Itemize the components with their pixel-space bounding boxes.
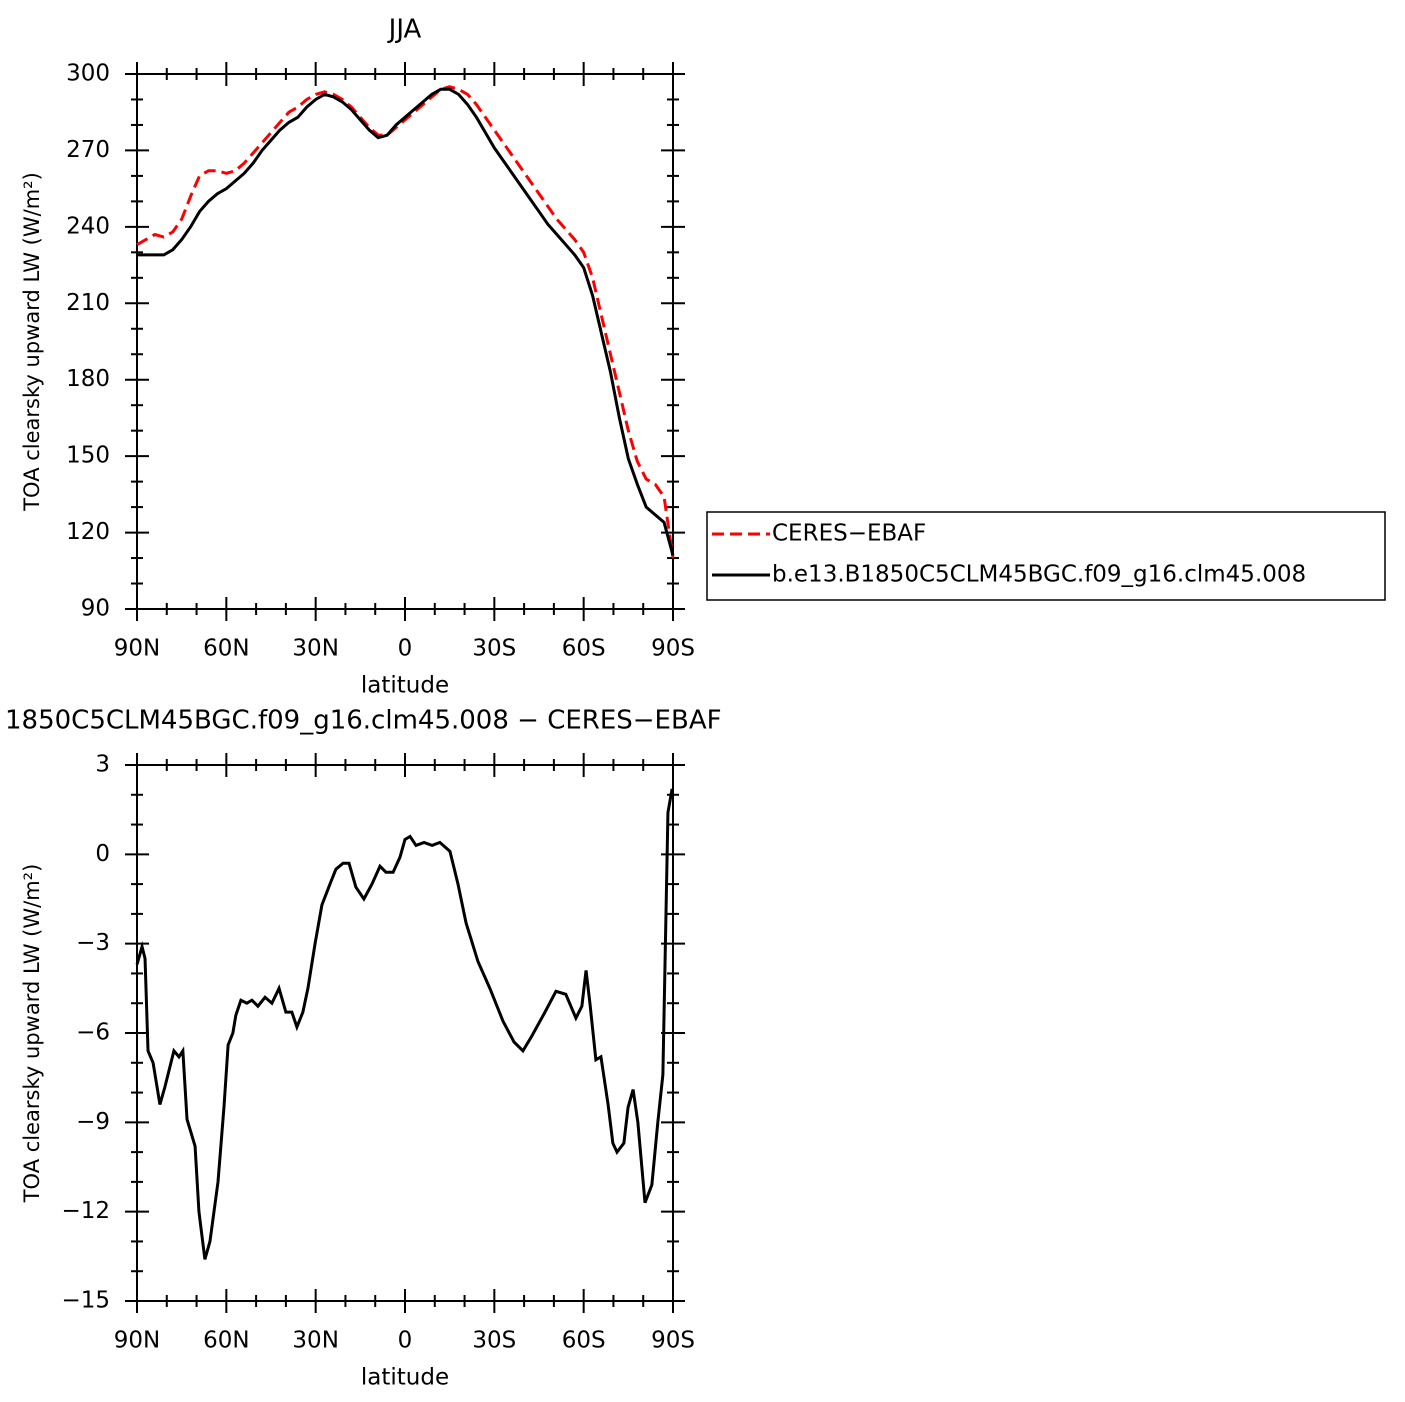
x-tick-label: 30N bbox=[292, 1328, 338, 1354]
y-tick-label: −12 bbox=[61, 1198, 110, 1224]
x-axis-label: latitude bbox=[361, 1365, 449, 1391]
y-tick-label: 270 bbox=[66, 137, 110, 163]
x-tick-label: 30S bbox=[472, 636, 516, 662]
legend-box bbox=[706, 511, 1386, 601]
legend-label: b.e13.B1850C5CLM45BGC.f09_g16.clm45.008 bbox=[772, 562, 1306, 588]
y-tick-label: −15 bbox=[61, 1288, 110, 1314]
y-tick-label: −9 bbox=[76, 1109, 110, 1135]
x-tick-label: 0 bbox=[398, 1328, 413, 1354]
x-tick-label: 60N bbox=[203, 636, 249, 662]
x-tick-label: 60S bbox=[562, 636, 606, 662]
data-line bbox=[135, 788, 674, 1260]
x-tick-label: 90N bbox=[114, 1328, 160, 1354]
x-tick-label: 90N bbox=[114, 636, 160, 662]
x-tick-label: 0 bbox=[398, 636, 413, 662]
y-tick-label: 120 bbox=[66, 519, 110, 545]
y-tick-label: 90 bbox=[81, 596, 110, 622]
legend-label: CERES−EBAF bbox=[772, 521, 926, 547]
y-axis-label: TOA clearsky upward LW (W/m²) bbox=[20, 172, 44, 512]
x-tick-label: 30S bbox=[472, 1328, 516, 1354]
x-tick-label: 60N bbox=[203, 1328, 249, 1354]
x-tick-label: 90S bbox=[651, 636, 695, 662]
y-tick-label: −3 bbox=[76, 930, 110, 956]
data-line bbox=[137, 87, 675, 556]
y-tick-label: −6 bbox=[76, 1020, 110, 1046]
y-tick-label: 150 bbox=[66, 443, 110, 469]
plot-frame bbox=[136, 73, 674, 610]
y-tick-label: 240 bbox=[66, 213, 110, 239]
x-tick-label: 30N bbox=[292, 636, 338, 662]
y-axis-label: TOA clearsky upward LW (W/m²) bbox=[20, 864, 44, 1204]
x-axis-label: latitude bbox=[361, 673, 449, 699]
y-tick-label: 0 bbox=[95, 841, 110, 867]
y-tick-label: 180 bbox=[66, 366, 110, 392]
y-tick-label: 210 bbox=[66, 290, 110, 316]
x-tick-label: 90S bbox=[651, 1328, 695, 1354]
chart-title: JJA bbox=[387, 15, 422, 45]
x-tick-label: 60S bbox=[562, 1328, 606, 1354]
y-tick-label: 300 bbox=[66, 61, 110, 87]
data-line bbox=[136, 85, 675, 559]
chart-title: 1850C5CLM45BGC.f09_g16.clm45.008 − CERES… bbox=[5, 706, 722, 736]
y-tick-label: 3 bbox=[95, 752, 110, 778]
